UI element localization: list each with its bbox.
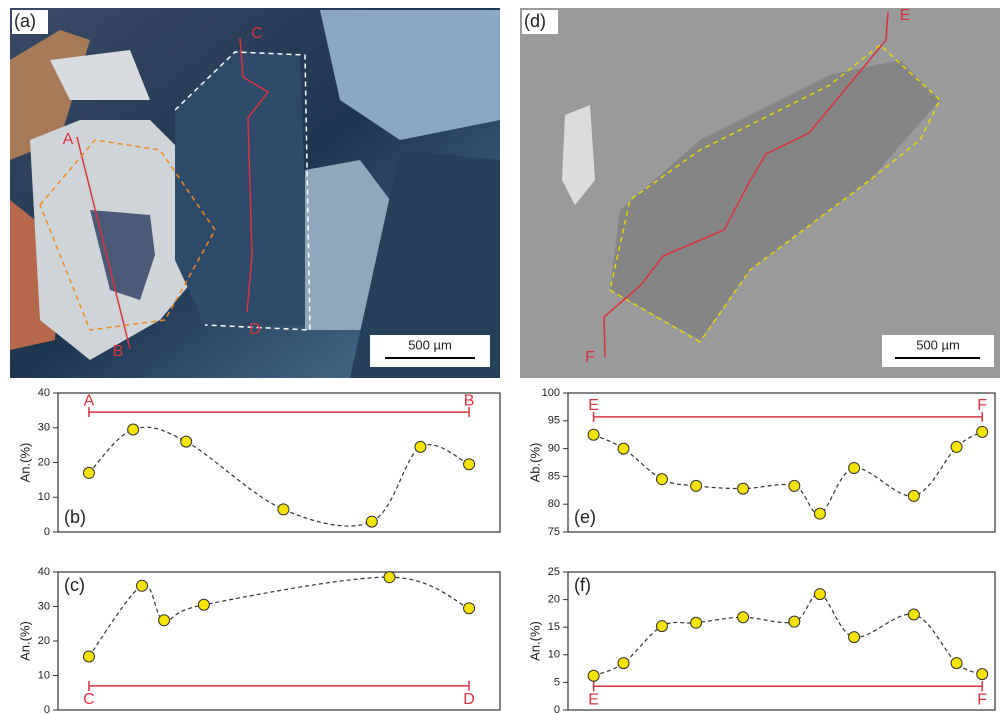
y-axis-label: An.(%) [17,443,32,483]
y-tick-label: 5 [554,676,560,688]
y-tick-label: 40 [38,566,50,578]
y-tick-label: 75 [548,526,560,538]
data-point [907,489,920,502]
data-point [655,473,668,486]
data-point [463,458,476,471]
point-label: F [585,349,595,366]
panel-label: (a) [14,11,36,31]
data-point [135,579,148,592]
data-point [690,479,703,492]
profile-label: B [464,392,475,409]
panel-label: (b) [64,507,86,527]
data-point [82,466,95,479]
plot-frame [567,571,996,711]
y-tick-label: 30 [38,600,50,612]
point-label: A [63,131,74,148]
data-point [813,507,826,520]
data-point [463,602,476,615]
panel-label: (d) [524,11,546,31]
micrograph-a: (a) 500 µm A B C D [10,8,500,378]
data-point [813,588,826,601]
data-point [617,442,630,455]
y-tick-label: 40 [38,387,50,399]
y-tick-label: 10 [548,649,560,661]
point-label: E [900,7,911,24]
plot-frame [567,392,996,533]
y-tick-label: 100 [542,387,560,399]
profile-curve [88,576,470,657]
y-axis-label: An.(%) [527,621,542,661]
data-point [383,571,396,584]
point-label: B [113,343,124,360]
data-point [587,428,600,441]
data-point [127,423,140,436]
data-point [180,435,193,448]
y-axis-label: An.(%) [17,621,32,661]
point-label: C [251,25,263,42]
profile-label: C [83,691,95,708]
y-tick-label: 0 [554,704,560,714]
panel-label: (c) [64,575,85,595]
y-tick-label: 0 [44,526,50,538]
profile-label: F [977,397,987,414]
y-tick-label: 95 [548,415,560,427]
y-axis-label: Ab.(%) [527,443,542,483]
data-point [976,668,989,681]
data-point [737,482,750,495]
profile-label: E [588,691,599,708]
profile-label: F [977,691,987,708]
profile-curve [593,593,983,677]
profile-label: A [84,392,95,409]
panel-label: (f) [574,575,591,595]
data-point [976,425,989,438]
point-label: D [249,321,261,338]
data-point [907,608,920,621]
y-tick-label: 15 [548,621,560,633]
data-point [617,657,630,670]
y-tick-label: 20 [38,635,50,647]
data-point [587,669,600,682]
data-point [82,650,95,663]
scale-bar-label: 500 µm [916,337,960,352]
y-tick-label: 20 [548,594,560,606]
data-point [690,616,703,629]
data-point [788,615,801,628]
profile-label: D [463,691,475,708]
y-tick-label: 0 [44,704,50,714]
y-tick-label: 30 [38,422,50,434]
y-tick-label: 10 [38,669,50,681]
data-point [848,462,861,475]
data-point [158,614,171,627]
data-point [655,620,668,633]
y-tick-label: 90 [548,443,560,455]
scale-bar-label: 500 µm [408,337,452,352]
y-tick-label: 20 [38,456,50,468]
data-point [848,631,861,644]
data-point [950,440,963,453]
data-point [414,440,427,453]
data-point [365,515,378,528]
panel-label: (e) [574,507,596,527]
y-tick-label: 85 [548,470,560,482]
data-point [737,611,750,624]
plot-frame [57,571,501,711]
profile-label: E [588,397,599,414]
y-tick-label: 80 [548,498,560,510]
data-point [950,657,963,670]
data-point [277,503,290,516]
micrograph-d: (d) 500 µm E F [520,7,1000,378]
data-point [788,479,801,492]
profile-curve [593,431,983,515]
y-tick-label: 10 [38,491,50,503]
y-tick-label: 25 [548,566,560,578]
data-point [197,598,210,611]
